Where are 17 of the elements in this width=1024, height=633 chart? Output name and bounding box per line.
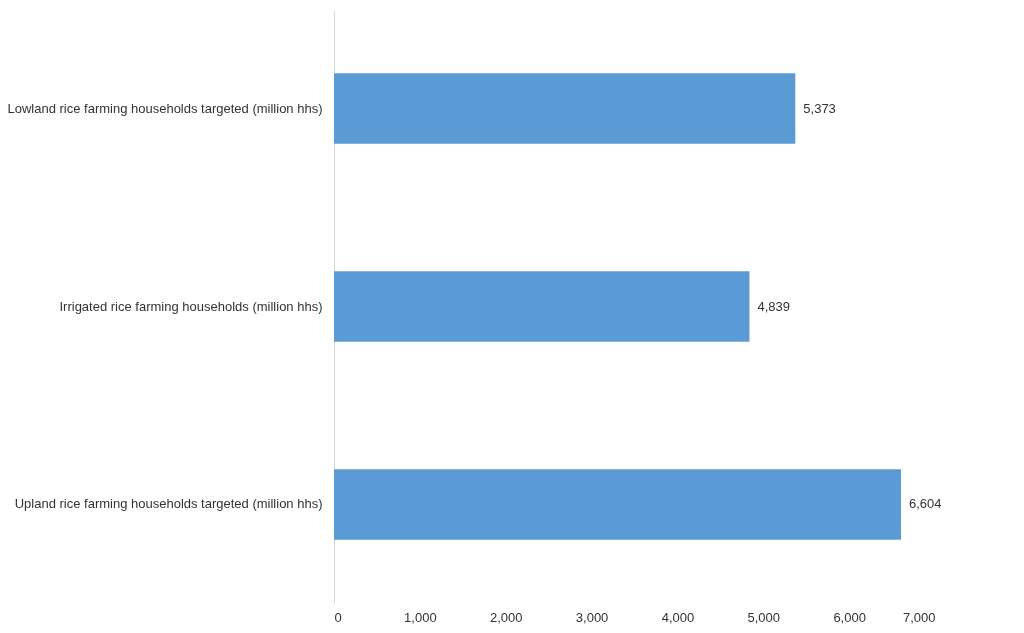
x-tick-label: 5,000 bbox=[747, 609, 781, 625]
x-tick-label: 2,000 bbox=[489, 609, 523, 625]
x-tick-label: 6,000 bbox=[833, 609, 866, 625]
data-label: 6,604 bbox=[909, 496, 942, 512]
x-tick-label: 7,000 bbox=[902, 609, 936, 625]
y-tick-label: Lowland rice farming households targeted (million hhs) bbox=[7, 100, 323, 116]
bar bbox=[334, 271, 750, 342]
data-label: 4,839 bbox=[757, 298, 791, 314]
bar bbox=[334, 469, 901, 540]
y-tick-label: Upland rice farming households targeted (million hhs) bbox=[14, 496, 323, 512]
x-tick-label: 0 bbox=[334, 609, 342, 625]
bar bbox=[334, 73, 796, 144]
x-tick-label: 3,000 bbox=[575, 609, 609, 625]
x-tick-label: 4,000 bbox=[661, 609, 695, 625]
x-tick-label: 1,000 bbox=[404, 609, 437, 625]
data-label: 5,373 bbox=[803, 100, 836, 116]
y-tick-label: Irrigated rice farming households (million hhs) bbox=[59, 298, 323, 314]
